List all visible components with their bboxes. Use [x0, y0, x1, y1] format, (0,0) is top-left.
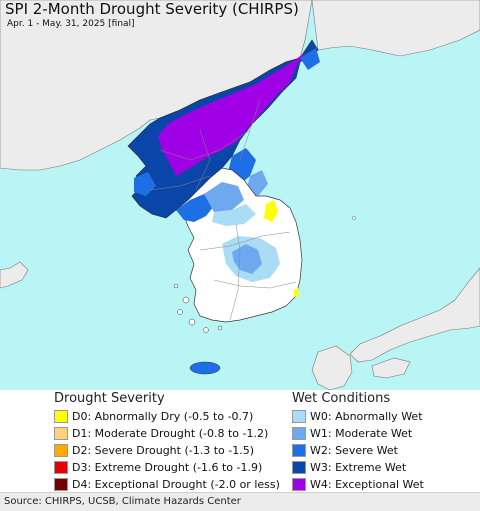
drought-legend-heading: Drought Severity	[54, 390, 280, 408]
map-title: SPI 2-Month Drought Severity (CHIRPS)	[5, 0, 299, 18]
legend-item-d4: D4: Exceptional Drought (-2.0 or less)	[54, 476, 280, 493]
jeju-island	[190, 362, 220, 374]
legend-label-d0: D0: Abnormally Dry (-0.5 to -0.7)	[72, 410, 253, 423]
legend-item-d1: D1: Moderate Drought (-0.8 to -1.2)	[54, 425, 280, 442]
legend-item-w1: W1: Moderate Wet	[292, 425, 424, 442]
wet-legend-heading: Wet Conditions	[292, 390, 424, 408]
legend-item-w4: W4: Exceptional Wet	[292, 476, 424, 493]
legend-label-d3: D3: Extreme Drought (-1.6 to -1.9)	[72, 461, 262, 474]
swatch-w3	[292, 461, 306, 474]
swatch-d4	[54, 478, 68, 491]
legend-label-d2: D2: Severe Drought (-1.3 to -1.5)	[72, 444, 254, 457]
swatch-d2	[54, 444, 68, 457]
source-credit: Source: CHIRPS, UCSB, Climate Hazards Ce…	[4, 496, 241, 507]
ulleung-island	[352, 216, 356, 220]
legend-label-d1: D1: Moderate Drought (-0.8 to -1.2)	[72, 427, 268, 440]
swatch-d0	[54, 410, 68, 423]
drought-legend: Drought Severity D0: Abnormally Dry (-0.…	[54, 390, 280, 493]
legend-item-d3: D3: Extreme Drought (-1.6 to -1.9)	[54, 459, 280, 476]
legend-label-w2: W2: Severe Wet	[310, 444, 398, 457]
swatch-w4	[292, 478, 306, 491]
swatch-d1	[54, 427, 68, 440]
legend-item-d2: D2: Severe Drought (-1.3 to -1.5)	[54, 442, 280, 459]
legend-label-d4: D4: Exceptional Drought (-2.0 or less)	[72, 478, 280, 491]
legend-label-w3: W3: Extreme Wet	[310, 461, 406, 474]
legend-label-w0: W0: Abnormally Wet	[310, 410, 423, 423]
swatch-d3	[54, 461, 68, 474]
legend-item-w3: W3: Extreme Wet	[292, 459, 424, 476]
legend-item-w2: W2: Severe Wet	[292, 442, 424, 459]
legend-item-d0: D0: Abnormally Dry (-0.5 to -0.7)	[54, 408, 280, 425]
legend: Drought Severity D0: Abnormally Dry (-0.…	[0, 390, 480, 492]
drought-map	[0, 0, 480, 390]
swatch-w1	[292, 427, 306, 440]
swatch-w0	[292, 410, 306, 423]
footer: Source: CHIRPS, UCSB, Climate Hazards Ce…	[0, 492, 480, 511]
map-subtitle: Apr. 1 - May. 31, 2025 [final]	[7, 19, 135, 29]
legend-label-w4: W4: Exceptional Wet	[310, 478, 424, 491]
legend-label-w1: W1: Moderate Wet	[310, 427, 412, 440]
legend-item-w0: W0: Abnormally Wet	[292, 408, 424, 425]
swatch-w2	[292, 444, 306, 457]
wet-legend: Wet Conditions W0: Abnormally Wet W1: Mo…	[292, 390, 424, 493]
